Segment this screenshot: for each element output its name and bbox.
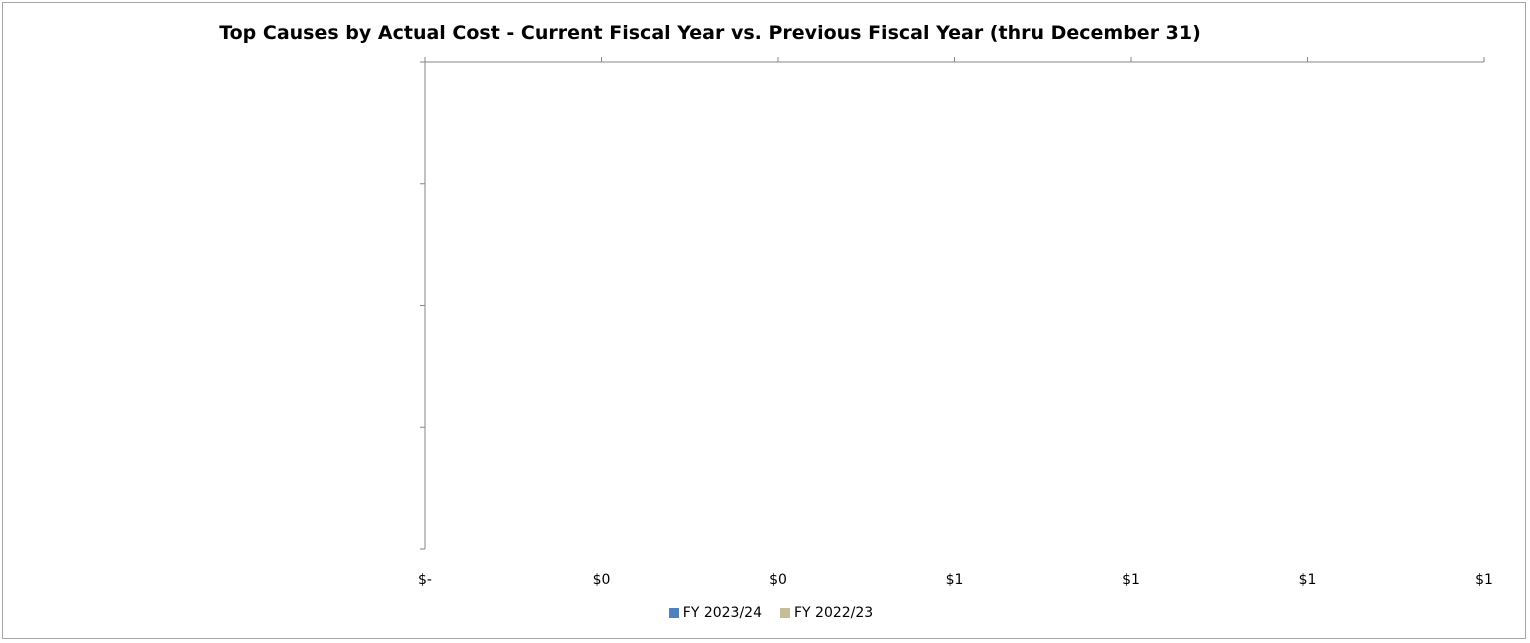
legend-item-series-2: FY 2022/23 bbox=[780, 605, 873, 621]
x-tick-label: $1 bbox=[946, 572, 964, 588]
x-tick-label: $0 bbox=[769, 572, 787, 588]
chart-title: Top Causes by Actual Cost - Current Fisc… bbox=[219, 22, 1201, 44]
legend-item-series-1: FY 2023/24 bbox=[668, 605, 762, 621]
legend-swatch-series-1 bbox=[668, 608, 679, 618]
x-tick-label: $0 bbox=[593, 572, 611, 588]
x-tick-label: $1 bbox=[1122, 572, 1140, 588]
chart-legend: FY 2023/24 FY 2022/23 bbox=[0, 604, 1530, 622]
legend-label-series-2: FY 2022/23 bbox=[794, 605, 874, 621]
x-tick-label: $1 bbox=[1475, 572, 1493, 588]
x-tick-label: $1 bbox=[1299, 572, 1317, 588]
legend-label-series-1: FY 2023/24 bbox=[682, 605, 762, 621]
chart-axes bbox=[424, 61, 1484, 549]
x-axis-ticks bbox=[424, 57, 1485, 62]
y-axis-ticks bbox=[420, 61, 425, 550]
x-tick-label: $- bbox=[418, 572, 432, 588]
legend-swatch-series-2 bbox=[780, 608, 790, 618]
x-axis-tick-labels: $- $0 $0 $1 $1 $1 $1 bbox=[418, 572, 1493, 588]
